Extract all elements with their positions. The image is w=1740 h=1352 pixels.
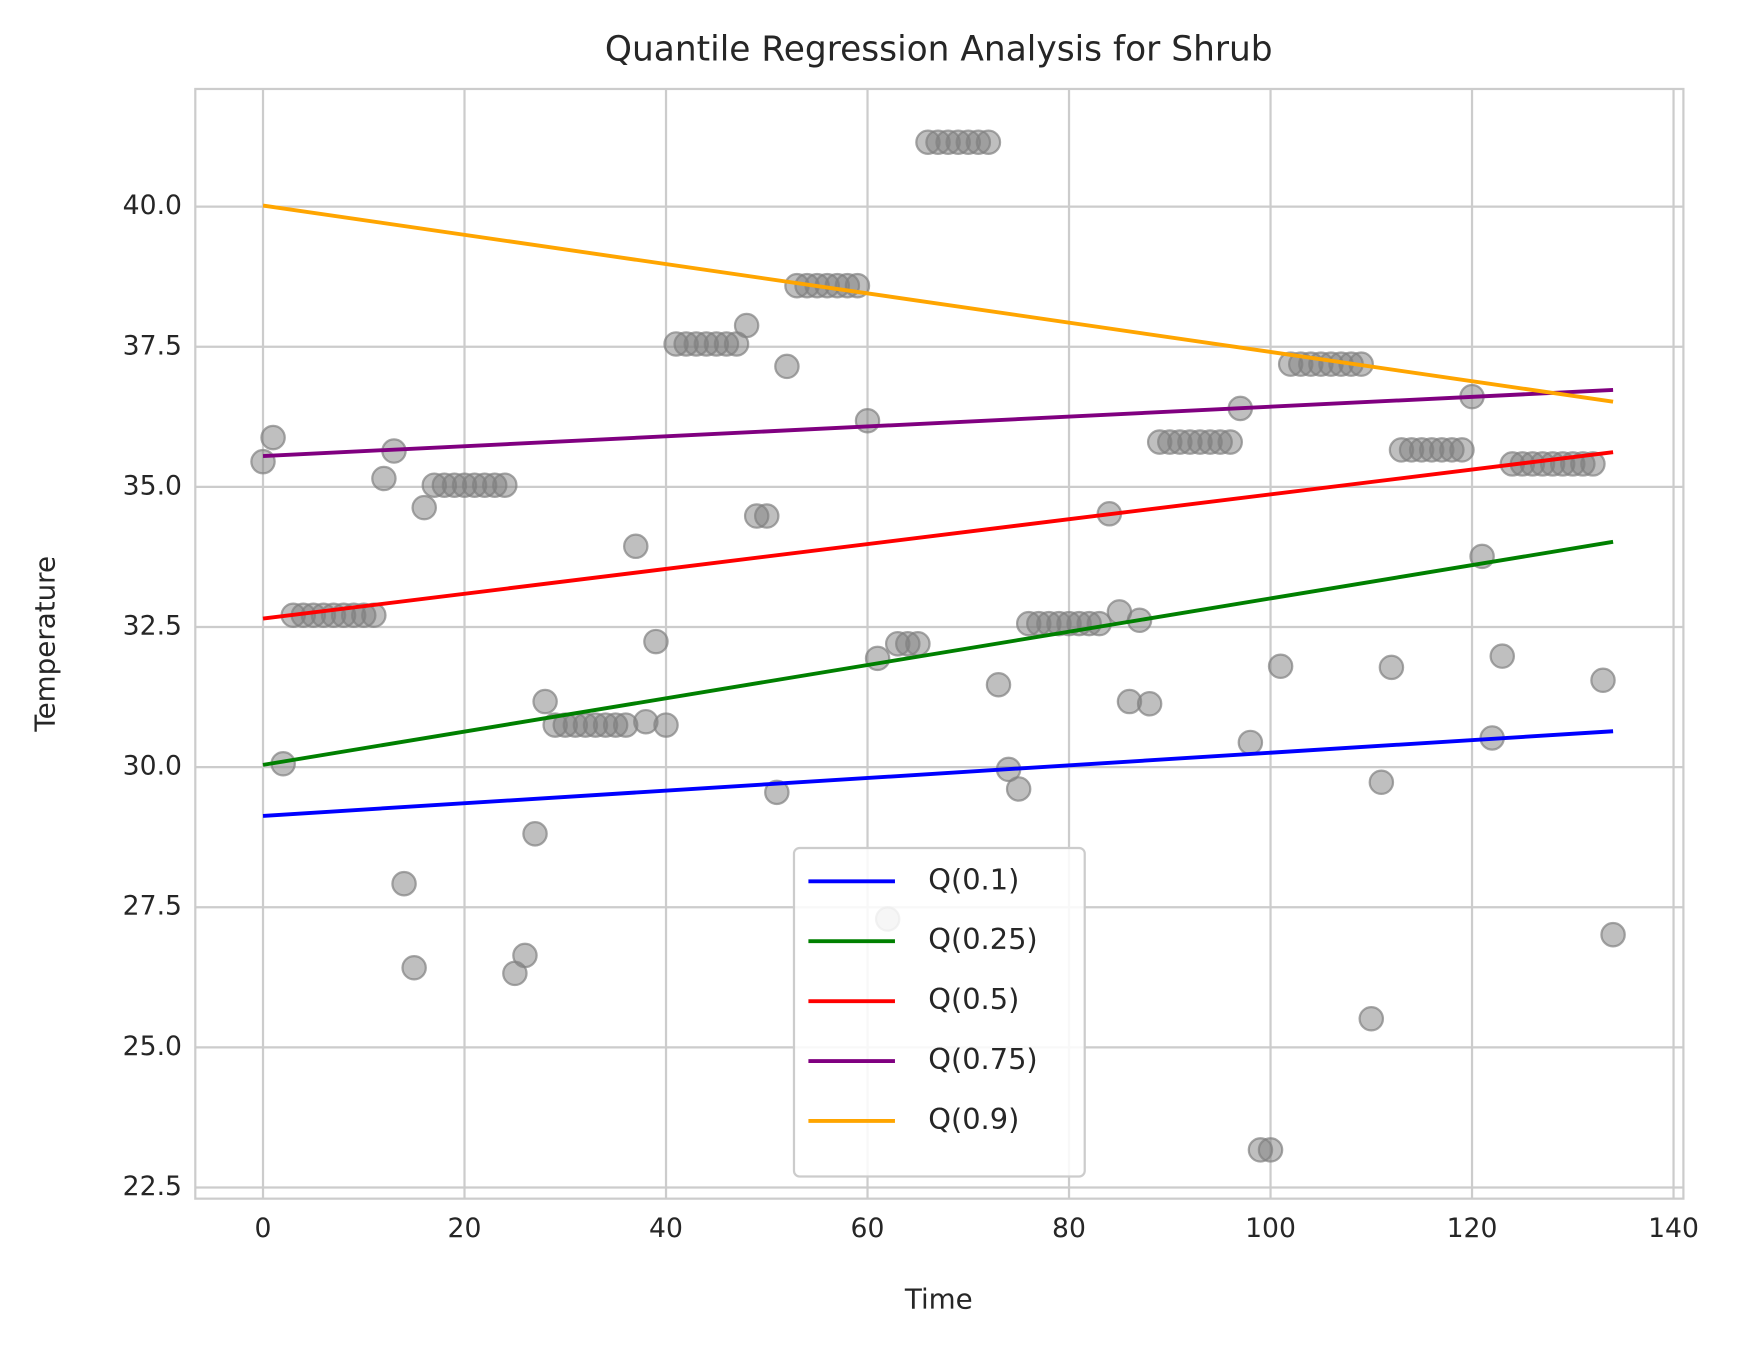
- legend-label: Q(0.9): [928, 1102, 1019, 1136]
- y-tick-label: 32.5: [123, 611, 182, 642]
- y-tick-label: 25.0: [123, 1031, 182, 1062]
- y-tick-label: 37.5: [123, 330, 182, 361]
- x-axis-label: Time: [904, 1283, 973, 1316]
- scatter-point: [653, 712, 679, 738]
- x-tick-label: 60: [851, 1213, 885, 1244]
- scatter-point: [1237, 729, 1264, 756]
- scatter-point: [1267, 653, 1294, 679]
- regression-line: [262, 729, 1614, 818]
- x-tick-label: 100: [1245, 1213, 1296, 1244]
- scatter-point: [643, 628, 669, 655]
- scatter-point: [985, 671, 1012, 698]
- y-tick-label: 30.0: [123, 751, 182, 782]
- legend-label: Q(0.5): [928, 982, 1019, 1016]
- y-tick-label: 40.0: [123, 190, 182, 221]
- legend-box: [792, 846, 1086, 1178]
- regression-line: [262, 387, 1614, 459]
- y-tick-label: 35.0: [123, 470, 182, 501]
- scatter-point: [401, 954, 427, 981]
- scatter-point: [391, 870, 417, 897]
- scatter-point: [532, 688, 558, 715]
- scatter-point: [1449, 437, 1475, 463]
- scatter-point: [492, 472, 518, 498]
- scatter-point: [1590, 667, 1616, 694]
- y-axis-label: Temperature: [29, 556, 62, 733]
- regression-line: [262, 203, 1614, 404]
- chart-title: Quantile Regression Analysis for Shrub: [605, 30, 1273, 70]
- scatter-point: [854, 407, 881, 434]
- scatter-point: [975, 129, 1002, 155]
- scatter-point: [623, 533, 649, 560]
- y-tick-label: 27.5: [123, 891, 182, 922]
- grid: [195, 88, 1684, 1199]
- scatter-point: [1368, 769, 1395, 796]
- regression-line: [262, 450, 1614, 621]
- scatter-point: [411, 494, 437, 521]
- plot-frame: [194, 87, 1685, 1200]
- scatter-point: [1580, 451, 1606, 477]
- legend-label: Q(0.1): [928, 862, 1019, 896]
- scatter-point: [1358, 1005, 1385, 1032]
- scatter-point: [774, 353, 800, 380]
- x-tick-label: 140: [1648, 1213, 1699, 1244]
- scatter-point: [250, 448, 276, 475]
- scatter-point: [764, 779, 790, 806]
- x-tick-label: 80: [1052, 1213, 1086, 1244]
- x-tick-label: 20: [448, 1213, 482, 1244]
- regression-line: [262, 539, 1614, 767]
- scatter-point: [754, 503, 780, 529]
- legend-label: Q(0.25): [928, 922, 1037, 956]
- scatter-point: [512, 942, 538, 969]
- scatter-point: [371, 465, 397, 492]
- scatter-point: [260, 424, 286, 451]
- y-tick-label: 22.5: [123, 1171, 182, 1202]
- scatter-point: [1005, 776, 1032, 802]
- legend: Q(0.1) Q(0.25) Q(0.5) Q(0.75) Q(0.9): [792, 846, 1086, 1178]
- legend-label: Q(0.75): [928, 1042, 1037, 1076]
- scatter-point: [1378, 654, 1405, 681]
- x-tick-label: 120: [1447, 1213, 1498, 1244]
- scatter-point: [1600, 921, 1626, 948]
- scatter-point: [1489, 643, 1516, 669]
- scatter-point: [522, 821, 548, 847]
- x-tick-label: 0: [255, 1213, 272, 1244]
- scatter-point: [1257, 1137, 1284, 1163]
- x-tick-label: 40: [649, 1213, 683, 1244]
- scatter-point: [905, 631, 931, 657]
- scatter-point: [1136, 691, 1163, 717]
- scatter-point: [1217, 429, 1243, 455]
- scatter-point: [733, 312, 760, 339]
